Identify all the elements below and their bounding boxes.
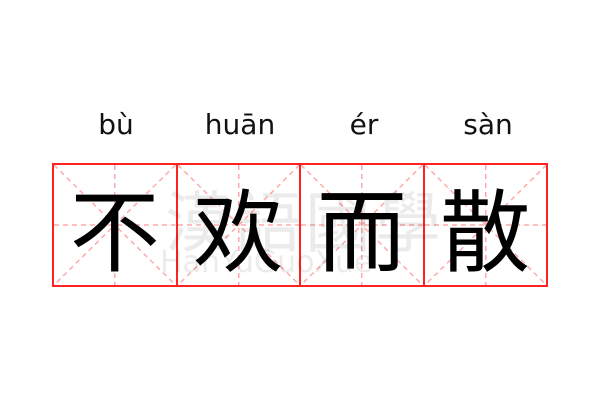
pinyin-3: ér — [349, 108, 379, 141]
guide-lines — [301, 165, 423, 285]
character: 散 — [440, 181, 531, 286]
character: 不 — [69, 181, 160, 286]
guide-line — [178, 165, 300, 285]
character-cell: 散 — [425, 165, 547, 286]
character-cell: 而 — [301, 165, 425, 286]
pinyin-2: huān — [204, 108, 276, 141]
pinyin-1: bù — [98, 108, 134, 141]
pinyin-4: sàn — [463, 108, 513, 141]
character: 而 — [316, 181, 407, 286]
guide-lines — [54, 165, 176, 285]
guide-line — [301, 165, 423, 285]
character-cell: 欢 — [178, 165, 301, 286]
character: 欢 — [193, 181, 284, 286]
character-cell: 不 — [54, 165, 178, 286]
character-grid: 不 欢 而 散 — [52, 163, 548, 287]
guide-lines — [425, 165, 547, 285]
watermark-hanzi: 漢語國學 — [165, 185, 445, 262]
guide-lines — [178, 165, 300, 285]
watermark-latin: HanYuGuoXue — [160, 245, 373, 280]
guide-line — [54, 165, 176, 285]
guide-line — [425, 165, 547, 285]
